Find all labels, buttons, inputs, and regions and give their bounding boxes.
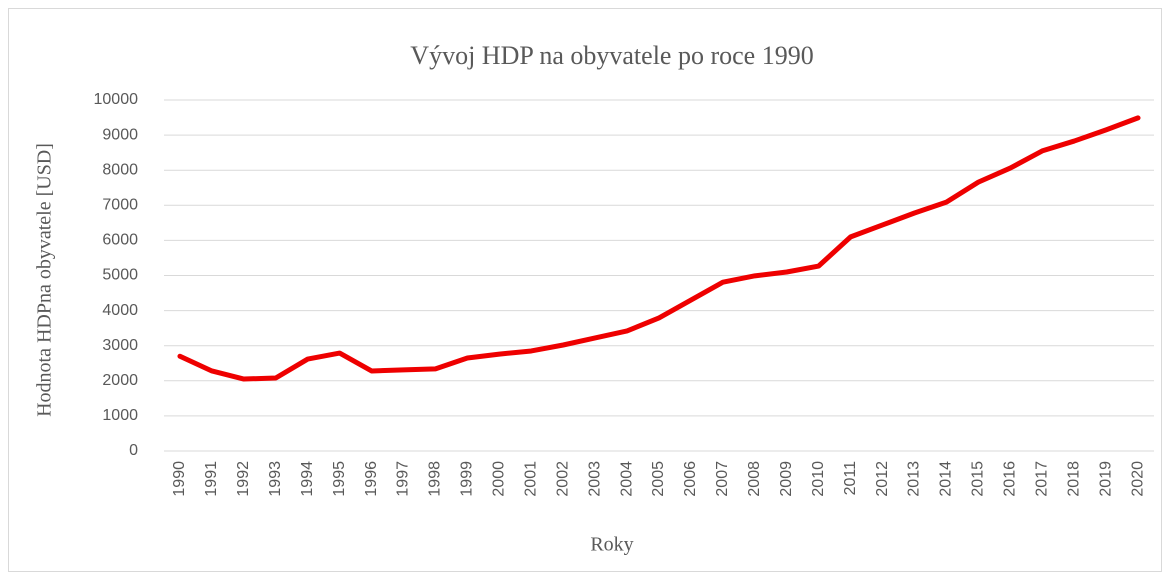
y-tick-label: 3000 xyxy=(102,337,138,354)
x-tick-label: 1995 xyxy=(331,461,348,497)
y-tick-label: 8000 xyxy=(102,161,138,178)
x-tick-label: 2002 xyxy=(554,461,571,497)
x-tick-label: 2015 xyxy=(970,461,987,497)
x-tick-label: 1996 xyxy=(363,461,380,497)
x-axis-title: Roky xyxy=(590,534,633,556)
x-tick-label: 2004 xyxy=(618,461,635,497)
x-tick-label: 1998 xyxy=(427,461,444,497)
y-tick-label: 4000 xyxy=(102,302,138,319)
x-tick-label: 2018 xyxy=(1065,461,1082,497)
x-tick-label: 2014 xyxy=(938,461,955,497)
y-tick-label: 6000 xyxy=(102,232,138,249)
x-tick-label: 1992 xyxy=(235,461,252,497)
x-tick-label: 1997 xyxy=(395,461,412,497)
y-tick-label: 0 xyxy=(129,442,138,459)
x-tick-label: 1991 xyxy=(203,461,220,497)
x-tick-label: 2000 xyxy=(491,461,508,497)
y-tick-label: 2000 xyxy=(102,372,138,389)
y-tick-label: 5000 xyxy=(102,267,138,284)
x-tick-label: 2019 xyxy=(1097,461,1114,497)
x-tick-label: 2009 xyxy=(778,461,795,497)
x-tick-label: 2006 xyxy=(682,461,699,497)
x-tick-label: 2001 xyxy=(522,461,539,497)
x-tick-label: 2011 xyxy=(842,461,859,496)
x-tick-label: 2003 xyxy=(586,461,603,497)
x-tick-label: 2020 xyxy=(1129,461,1146,497)
x-tick-label: 1994 xyxy=(299,461,316,497)
chart-border xyxy=(8,8,1162,572)
x-tick-label: 2008 xyxy=(746,461,763,497)
x-tick-label: 2005 xyxy=(650,461,667,497)
y-tick-label: 9000 xyxy=(102,126,138,143)
chart-title: Vývoj HDP na obyvatele po roce 1990 xyxy=(410,41,813,70)
x-tick-label: 2010 xyxy=(810,461,827,497)
data-line xyxy=(177,115,1141,382)
y-tick-label: 1000 xyxy=(102,407,138,424)
x-tick-label: 2013 xyxy=(906,461,923,497)
y-axis-title: Hodnota HDPna obyvatele [USD] xyxy=(34,143,56,417)
x-tick-label: 1999 xyxy=(459,461,476,497)
y-tick-label: 10000 xyxy=(94,91,139,108)
x-tick-label: 1990 xyxy=(171,461,188,497)
x-tick-label: 1993 xyxy=(267,461,284,497)
x-tick-label: 2016 xyxy=(1002,461,1019,497)
y-tick-label: 7000 xyxy=(102,197,138,214)
x-tick-label: 2017 xyxy=(1033,461,1050,497)
x-tick-label: 2007 xyxy=(714,461,731,497)
x-tick-label: 2012 xyxy=(874,461,891,497)
